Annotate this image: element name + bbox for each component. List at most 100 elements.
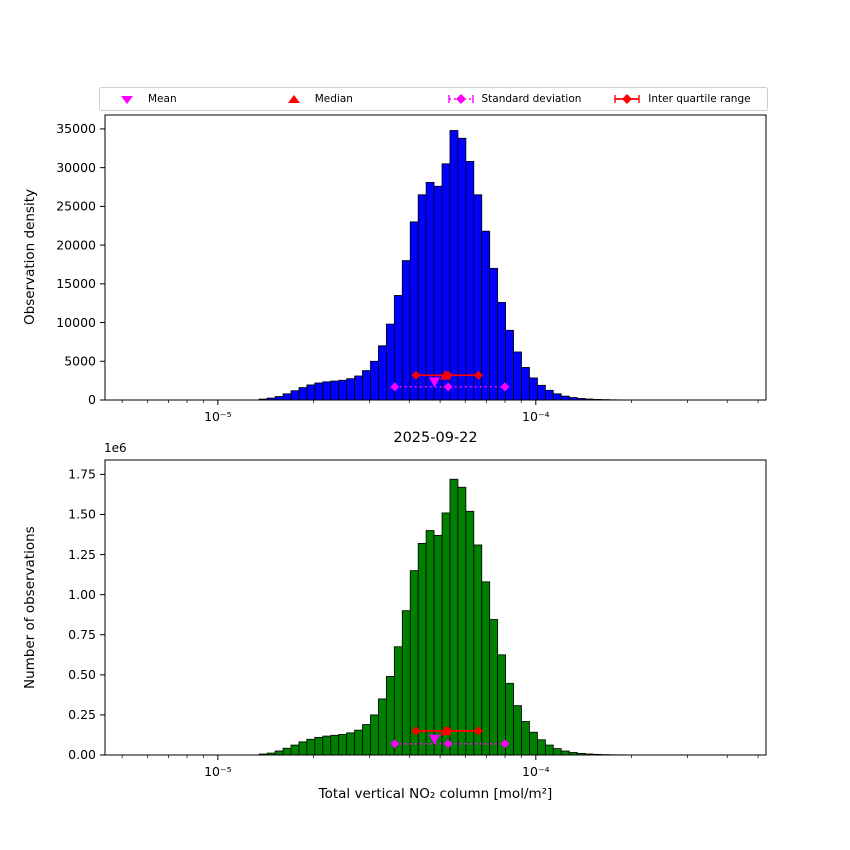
histogram-bar bbox=[481, 581, 491, 756]
y-tick-label: 0.25 bbox=[68, 707, 96, 722]
histogram-bar bbox=[433, 185, 443, 401]
histogram-bar bbox=[282, 393, 292, 401]
histogram-bar bbox=[338, 379, 348, 401]
y-tick-label: 5000 bbox=[64, 353, 96, 368]
histogram-bar bbox=[433, 534, 443, 756]
histogram-bar bbox=[282, 747, 292, 756]
histogram-bar bbox=[298, 387, 308, 401]
histogram-bars-0 bbox=[258, 130, 642, 401]
y-axis-label-top: Observation density bbox=[22, 189, 38, 326]
y-tick-label: 1.25 bbox=[68, 547, 96, 562]
x-tick-label: 10⁻⁴ bbox=[522, 764, 550, 779]
histogram-bar bbox=[362, 724, 371, 756]
histogram-bar bbox=[449, 130, 459, 401]
histogram-bar bbox=[409, 570, 419, 756]
histogram-bar bbox=[354, 375, 363, 401]
histogram-bar bbox=[322, 381, 332, 401]
legend-item-iqr: Inter quartile range bbox=[600, 92, 767, 106]
std-deviation-errorbar-icon bbox=[447, 94, 474, 104]
iqr-diamond-q3 bbox=[473, 370, 483, 380]
legend-item-std: Standard deviation bbox=[434, 92, 601, 106]
chart-title-date: 2025-09-22 bbox=[393, 430, 478, 446]
histogram-bar bbox=[425, 530, 435, 756]
histogram-bar bbox=[560, 395, 570, 401]
histogram-bar bbox=[529, 731, 538, 756]
iqr-errorbar-icon bbox=[614, 94, 640, 104]
median-marker bbox=[440, 725, 452, 736]
std-diamond-low bbox=[390, 739, 400, 749]
y-tick-label: 1.50 bbox=[68, 507, 96, 522]
median-triangle-up-icon bbox=[287, 95, 300, 103]
y-tick-label: 30000 bbox=[56, 160, 96, 175]
histogram-bar bbox=[314, 382, 324, 401]
iqr-diamond-q1 bbox=[411, 726, 421, 736]
x-tick-label: 10⁻⁴ bbox=[522, 409, 550, 424]
histogram-bar bbox=[370, 360, 379, 401]
histogram-bar bbox=[441, 163, 451, 401]
legend-label-std: Standard deviation bbox=[481, 93, 582, 105]
histogram-bar bbox=[362, 370, 371, 401]
y-tick-label: 1.75 bbox=[68, 467, 96, 482]
histogram-bar bbox=[513, 351, 522, 401]
histogram-bar bbox=[465, 161, 475, 401]
legend-item-median: Median bbox=[267, 92, 434, 106]
y-axis-offset-label: 1e6 bbox=[104, 441, 127, 455]
histogram-bar bbox=[545, 744, 554, 756]
std-diamond-high bbox=[500, 739, 510, 749]
axes-spines-1 bbox=[104, 459, 767, 756]
y-tick-label: 0.50 bbox=[68, 667, 96, 682]
histogram-bar bbox=[306, 738, 316, 756]
y-tick-label: 1.00 bbox=[68, 587, 96, 602]
histogram-bar bbox=[425, 181, 435, 401]
y-axis-label-bottom: Number of observations bbox=[22, 526, 38, 689]
y-tick-label: 0 bbox=[88, 392, 96, 407]
y-tick-label: 0.00 bbox=[68, 747, 96, 762]
histogram-bar bbox=[314, 736, 324, 756]
histogram-bar bbox=[298, 741, 308, 756]
y-tick-label: 0.75 bbox=[68, 627, 96, 642]
histogram-bar bbox=[378, 698, 387, 756]
histogram-bar bbox=[290, 744, 300, 756]
y-tick-label: 10000 bbox=[56, 315, 96, 330]
histogram-bar bbox=[481, 230, 491, 401]
histogram-bar bbox=[274, 396, 284, 401]
histogram-bar bbox=[545, 389, 554, 401]
histogram-bar bbox=[529, 377, 538, 401]
histogram-bar bbox=[330, 734, 340, 756]
x-axis-label: Total vertical NO₂ column [mol/m²] bbox=[318, 786, 553, 802]
histogram-bar bbox=[378, 345, 387, 401]
histogram-bar bbox=[346, 732, 356, 756]
x-tick-label: 10⁻⁵ bbox=[204, 409, 232, 424]
iqr-diamond-q3 bbox=[473, 726, 483, 736]
y-tick-label: 20000 bbox=[56, 237, 96, 252]
histogram-bar bbox=[322, 735, 332, 756]
histogram-bar bbox=[473, 544, 483, 756]
y-tick-label: 35000 bbox=[56, 121, 96, 136]
legend-label-iqr: Inter quartile range bbox=[648, 93, 751, 105]
histogram-bar bbox=[552, 393, 562, 401]
legend-label-median: Median bbox=[314, 93, 353, 105]
histogram-bar bbox=[560, 750, 570, 756]
histogram-bars-1 bbox=[258, 478, 642, 756]
std-diamond-center bbox=[443, 739, 453, 749]
y-tick-label: 15000 bbox=[56, 276, 96, 291]
histogram-bar bbox=[537, 739, 546, 756]
histogram-bar bbox=[354, 729, 363, 756]
mean-marker bbox=[428, 734, 440, 745]
histogram-bar bbox=[505, 329, 514, 401]
histogram-bar bbox=[346, 378, 356, 401]
histogram-bar bbox=[290, 390, 300, 401]
histogram-bar bbox=[330, 380, 340, 401]
legend-item-mean: Mean bbox=[100, 92, 267, 106]
histogram-bar bbox=[401, 260, 411, 401]
iqr-diamond-q1 bbox=[411, 370, 421, 380]
histogram-bar bbox=[449, 478, 459, 756]
histogram-bar bbox=[473, 194, 483, 401]
axes-spines-0 bbox=[104, 114, 767, 401]
histogram-bar bbox=[457, 137, 467, 401]
histogram-bar bbox=[370, 714, 379, 756]
histogram-bar bbox=[552, 748, 562, 756]
histogram-bar bbox=[274, 750, 284, 756]
median-marker bbox=[440, 369, 452, 380]
stat-markers-1 bbox=[390, 725, 510, 749]
